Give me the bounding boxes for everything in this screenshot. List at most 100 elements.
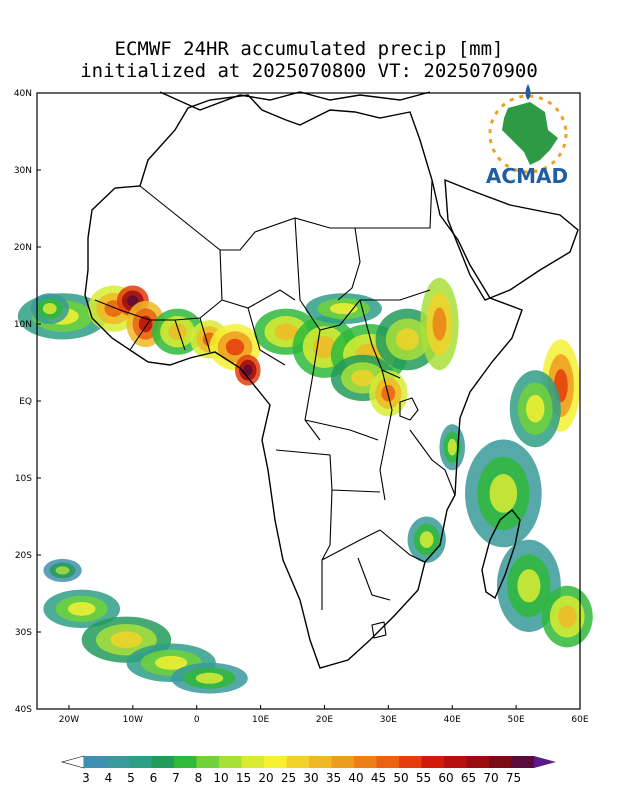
colorbar-swatch xyxy=(106,756,130,768)
colorbar-label: 40 xyxy=(348,771,363,785)
acmad-logo: ACMAD xyxy=(486,84,568,188)
country-borders xyxy=(94,179,456,610)
colorbar-swatch xyxy=(219,756,242,768)
lon-tick-label: 20E xyxy=(316,715,333,725)
colorbar-label: 20 xyxy=(258,771,273,785)
colorbar-swatch xyxy=(444,756,467,768)
precip-area xyxy=(351,369,375,387)
lon-tick-label: 20W xyxy=(59,715,79,725)
precip-area xyxy=(432,307,447,341)
colorbar-label: 15 xyxy=(236,771,251,785)
precip-area xyxy=(55,566,70,575)
precip-area xyxy=(67,601,96,616)
precip-area xyxy=(489,473,518,513)
colorbar-label: 10 xyxy=(213,771,228,785)
lat-tick-label: EQ xyxy=(19,397,32,407)
logo-drop-icon xyxy=(525,84,531,100)
colorbar-label: 30 xyxy=(303,771,318,785)
logo-africa-icon xyxy=(502,102,558,165)
precip-area xyxy=(168,323,187,341)
colorbar-swatch xyxy=(286,756,310,768)
precip-area xyxy=(225,338,245,356)
colorbar-label: 5 xyxy=(127,771,135,785)
colorbar-swatch xyxy=(466,756,490,768)
precip-area xyxy=(558,605,577,628)
colorbar-swatch xyxy=(399,756,422,768)
coastlines-borders xyxy=(84,91,579,669)
madagascar-coastline xyxy=(481,509,521,600)
lat-tick-label: 40S xyxy=(15,705,32,715)
colorbar-swatch xyxy=(309,756,332,768)
lat-tick-label: 10S xyxy=(15,474,32,484)
colorbar-label: 3 xyxy=(82,771,90,785)
arabia-coastline xyxy=(444,178,579,301)
colorbar-label: 6 xyxy=(150,771,158,785)
colorbar-low-arrow xyxy=(60,755,85,769)
precip-area xyxy=(195,672,224,684)
precip-area xyxy=(312,336,336,359)
colorbar-swatch xyxy=(196,756,220,768)
precip-area xyxy=(127,295,139,307)
precipitation-field xyxy=(17,277,593,694)
colorbar-label: 70 xyxy=(483,771,498,785)
precip-area xyxy=(396,328,420,351)
colorbar-label: 60 xyxy=(438,771,453,785)
lon-tick-label: 50E xyxy=(508,715,525,725)
title-line-2: initialized at 2025070800 VT: 2025070900 xyxy=(80,60,538,82)
colorbar-label: 50 xyxy=(393,771,408,785)
precip-area xyxy=(274,323,298,341)
colorbar-swatch xyxy=(376,756,400,768)
colorbar-swatch xyxy=(129,756,152,768)
colorbar-swatch xyxy=(264,756,287,768)
precip-area xyxy=(517,569,541,603)
colorbar-swatch xyxy=(151,756,175,768)
colorbar-swatch xyxy=(511,756,535,768)
colorbar-label: 35 xyxy=(326,771,341,785)
logo-text: ACMAD xyxy=(486,164,568,188)
colorbar-label: 65 xyxy=(461,771,476,785)
colorbar-label: 75 xyxy=(506,771,521,785)
colorbar-label: 4 xyxy=(105,771,113,785)
lon-tick-label: 0 xyxy=(194,715,200,725)
colorbar-label: 8 xyxy=(195,771,203,785)
lat-tick-label: 20N xyxy=(14,243,32,253)
lat-tick-label: 40N xyxy=(14,89,32,99)
colorbar-swatch xyxy=(421,756,445,768)
title-line-1: ECMWF 24HR accumulated precip [mm] xyxy=(114,38,504,60)
precip-area xyxy=(526,394,545,423)
colorbar-label: 55 xyxy=(416,771,431,785)
lat-tick-label: 10N xyxy=(14,320,32,330)
lat-tick-label: 30S xyxy=(15,628,32,638)
colorbar-swatch xyxy=(84,756,107,768)
logo-sun-icon xyxy=(488,94,568,174)
lon-tick-label: 30E xyxy=(380,715,397,725)
colorbar-swatch xyxy=(331,756,355,768)
precip-area xyxy=(155,655,188,670)
lesotho xyxy=(371,621,387,639)
colorbar-swatch xyxy=(174,756,197,768)
precip-area xyxy=(447,438,457,456)
precip-area xyxy=(419,531,434,548)
lon-tick-label: 40E xyxy=(444,715,461,725)
colorbar-swatch xyxy=(354,756,377,768)
colorbar-label: 45 xyxy=(371,771,386,785)
lon-tick-label: 10E xyxy=(252,715,269,725)
colorbar-label: 7 xyxy=(172,771,180,785)
colorbar-swatch xyxy=(241,756,265,768)
colorbar: 3 4 5 6 7 8 10 15 20 25 30 35 40 45 50 55 60 65 70 75 xyxy=(60,755,556,785)
map-axes: 40N 30N 20N 10N EQ 10S 20S 30S 40S 20W 10W 0 10E 20E 3… xyxy=(14,89,589,725)
precip-area xyxy=(42,303,57,315)
colorbar-high-arrow xyxy=(534,756,556,768)
lon-tick-label: 60E xyxy=(571,715,588,725)
colorbar-swatch xyxy=(489,756,512,768)
colorbar-label: 25 xyxy=(281,771,296,785)
precip-area xyxy=(110,631,143,649)
lake-victoria xyxy=(399,397,419,421)
lon-tick-label: 10W xyxy=(123,715,143,725)
europe-coastline xyxy=(159,91,431,111)
lat-tick-label: 20S xyxy=(15,551,32,561)
lat-tick-label: 30N xyxy=(14,166,32,176)
africa-coastline xyxy=(84,94,523,669)
precip-area xyxy=(243,364,253,376)
